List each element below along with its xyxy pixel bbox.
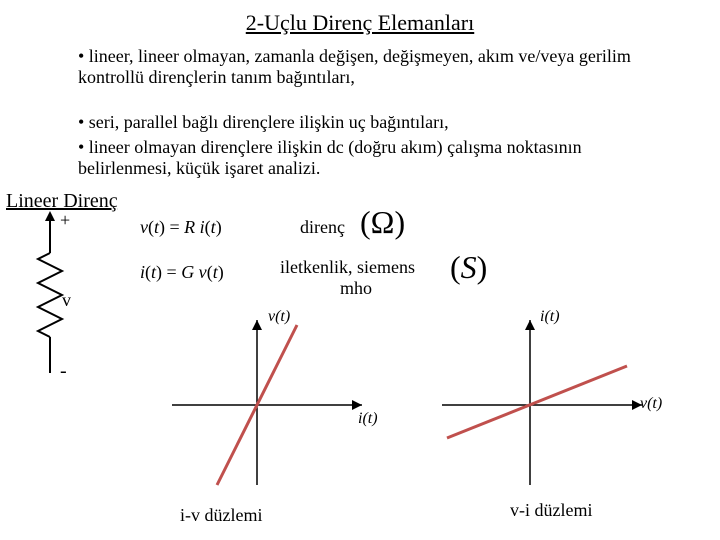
chart-iv-caption: i-v düzlemi [180,505,262,526]
chart-iv [162,310,372,490]
resistor-plus: + [60,210,70,231]
label-iletkenlik-bot: mho [340,278,372,299]
resistor-v: v [62,290,71,311]
chart-vi-xlabel: v(t) [640,395,662,413]
slide: 2-Uçlu Direnç Elemanları • lineer, linee… [0,0,720,540]
equation-i-gv: i(t) = G v(t) [140,262,224,283]
chart-vi-ylabel: i(t) [540,308,560,326]
chart-vi [432,310,652,490]
chart-iv-ylabel: v(t) [268,308,290,326]
siemens-paren: (S) [450,249,487,286]
label-iletkenlik-top: iletkenlik, siemens [280,257,415,278]
slide-title: 2-Uçlu Direnç Elemanları [0,10,720,36]
equation-v-ri: v(t) = R i(t) [140,217,222,238]
bullet-1: • lineer, lineer olmayan, zamanla değişe… [78,46,638,88]
ohm-paren: (Ω) [360,204,405,241]
bullet-2: • seri, parallel bağlı dirençlere ilişki… [78,112,638,133]
chart-vi-caption: v-i düzlemi [510,500,592,521]
resistor-minus: - [60,360,67,383]
chart-iv-xlabel: i(t) [358,410,378,428]
bullet-3: • lineer olmayan dirençlere ilişkin dc (… [78,137,638,179]
label-direnc: direnç [300,217,345,238]
